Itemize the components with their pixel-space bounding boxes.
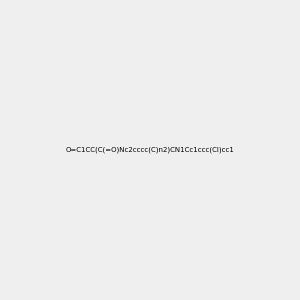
Text: O=C1CC(C(=O)Nc2cccc(C)n2)CN1Cc1ccc(Cl)cc1: O=C1CC(C(=O)Nc2cccc(C)n2)CN1Cc1ccc(Cl)cc… [66,147,234,153]
